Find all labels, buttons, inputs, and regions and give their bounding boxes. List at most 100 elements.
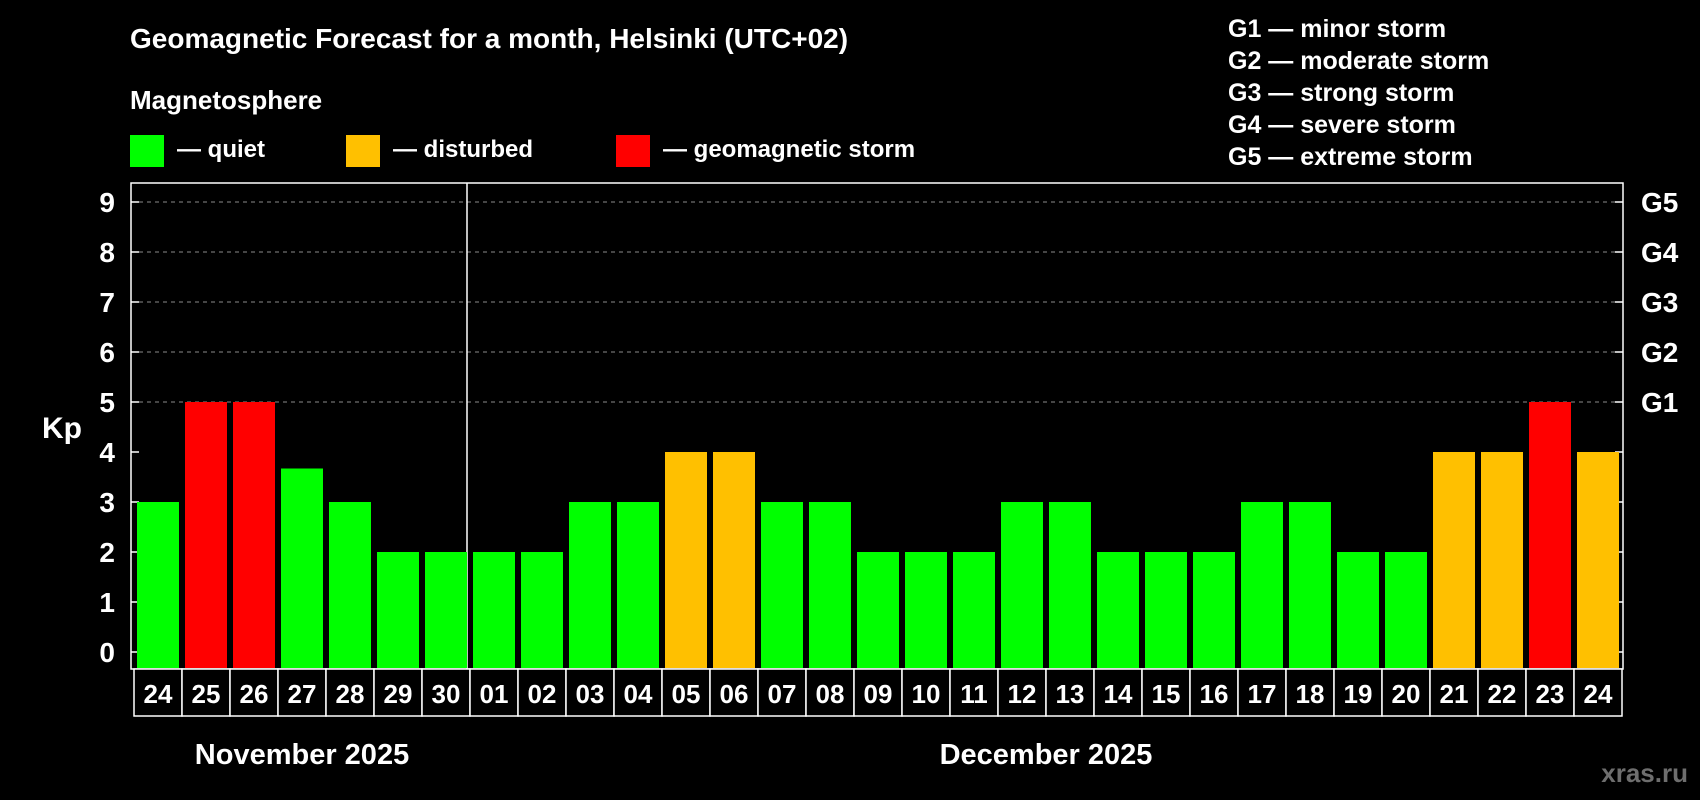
bar [1481,452,1523,668]
date-cell [325,668,375,717]
x-tick-label: 22 [1488,679,1517,709]
date-cell [853,668,903,717]
x-tick-label: 24 [144,679,173,709]
bar [713,452,755,668]
storm-level-label: G2 [1641,337,1678,368]
storm-level-label: G4 [1641,237,1679,268]
x-tick-label: 19 [1344,679,1373,709]
legend-swatch-disturbed [346,135,380,167]
x-tick-label: 29 [384,679,413,709]
storm-level-label: G3 [1641,287,1678,318]
storm-scale-list: G1 — minor storm G2 — moderate storm G3 … [1228,15,1489,171]
storm-scale-g2: G2 — moderate storm [1228,47,1489,75]
bar [521,552,563,668]
bar [1289,502,1331,668]
date-cell [805,668,855,717]
y-tick-label: 7 [99,287,115,318]
y-tick-label: 6 [99,337,115,368]
bar [857,552,899,668]
x-tick-label: 21 [1440,679,1469,709]
bar [473,552,515,668]
date-cell [1045,668,1095,717]
bar [1529,402,1571,668]
y-tick-label: 8 [99,237,115,268]
bar [137,502,179,668]
x-tick-label: 16 [1200,679,1229,709]
bar [665,452,707,668]
bar [1193,552,1235,668]
bar [761,502,803,668]
legend-swatch-storm [616,135,650,167]
date-cell [421,668,471,717]
y-tick-label: 3 [99,487,115,518]
bar [377,552,419,668]
date-cell [1333,668,1383,717]
storm-scale-g5: G5 — extreme storm [1228,143,1473,171]
x-tick-label: 02 [528,679,557,709]
x-tick-label: 09 [864,679,893,709]
x-tick-label: 26 [240,679,269,709]
bar [953,552,995,668]
date-cell [1093,668,1143,717]
legend-label-disturbed: — disturbed [393,136,533,163]
bar [1433,452,1475,668]
x-tick-label: 24 [1584,679,1613,709]
storm-scale-g1: G1 — minor storm [1228,15,1446,43]
date-cell [1189,668,1239,717]
x-tick-label: 25 [192,679,221,709]
y-axis-label: Kp [42,412,82,445]
bar [1145,552,1187,668]
storm-level-label: G1 [1641,387,1678,418]
storm-level-label: G5 [1641,187,1678,218]
date-cell [757,668,807,717]
date-cell [709,668,759,717]
bar [1385,552,1427,668]
x-tick-label: 14 [1104,679,1133,709]
date-cell [661,668,711,717]
date-cell [1573,668,1623,717]
x-tick-label: 10 [912,679,941,709]
bar [1049,502,1091,668]
magnetosphere-label: Magnetosphere [130,85,322,115]
chart-title: Geomagnetic Forecast for a month, Helsin… [130,23,848,54]
bar [809,502,851,668]
date-cell [181,668,231,717]
date-cell [229,668,279,717]
y-tick-label: 5 [99,387,115,418]
bar [281,468,323,668]
x-tick-label: 27 [288,679,317,709]
month-label: December 2025 [940,739,1153,771]
date-cell [1285,668,1335,717]
bar [185,402,227,668]
bar [329,502,371,668]
storm-scale-g3: G3 — strong storm [1228,79,1454,107]
x-tick-label: 08 [816,679,845,709]
x-tick-label: 11 [960,679,988,709]
y-tick-label: 1 [99,587,115,618]
x-tick-label: 06 [720,679,749,709]
x-tick-label: 23 [1536,679,1565,709]
x-tick-label: 15 [1152,679,1181,709]
x-tick-label: 18 [1296,679,1325,709]
legend-label-storm: — geomagnetic storm [663,136,915,163]
month-label: November 2025 [195,739,409,771]
storm-scale-g4: G4 — severe storm [1228,111,1456,139]
x-tick-label: 13 [1056,679,1085,709]
x-tick-label: 20 [1392,679,1421,709]
x-tick-label: 04 [624,679,653,709]
bar [617,502,659,668]
date-cell [133,668,183,717]
x-tick-label: 12 [1008,679,1037,709]
bar [905,552,947,668]
x-tick-label: 03 [576,679,605,709]
date-cell [373,668,423,717]
date-cell [277,668,327,717]
bar [425,552,467,668]
x-tick-label: 01 [480,679,509,709]
bar [1577,452,1619,668]
date-cell [1237,668,1287,717]
date-cell [1141,668,1191,717]
y-tick-label: 4 [99,437,115,468]
